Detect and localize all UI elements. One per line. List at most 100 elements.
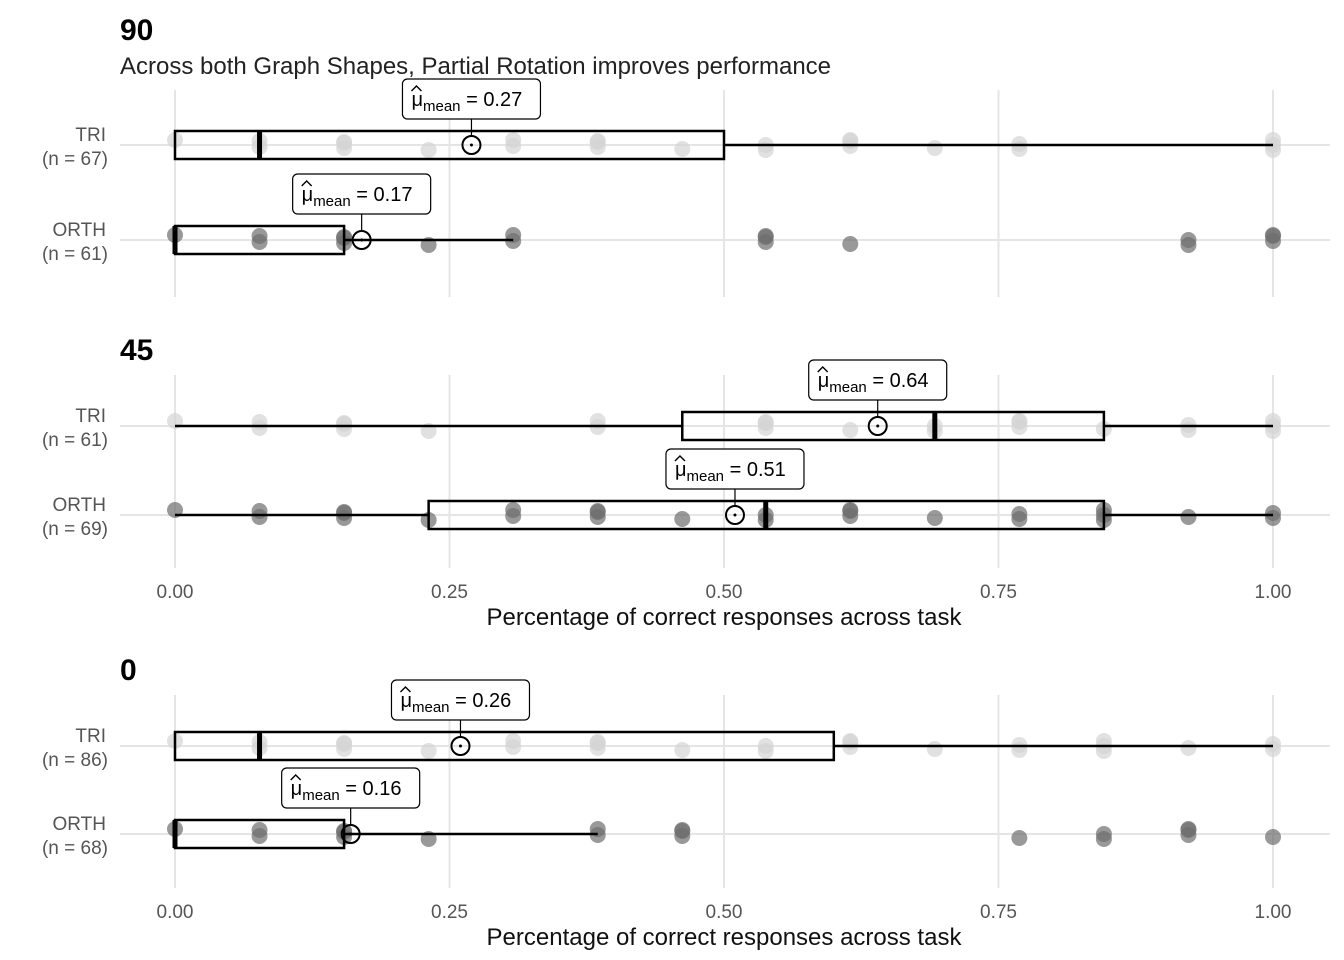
equals-sign: =	[351, 184, 374, 206]
data-point	[336, 504, 353, 520]
panel-title: 0	[120, 654, 137, 687]
data-point	[251, 228, 268, 244]
points	[167, 413, 1281, 439]
equals-sign: =	[340, 778, 363, 800]
mean-label-text: μmean = 0.64	[818, 370, 929, 396]
data-point	[420, 142, 437, 158]
box	[681, 410, 1106, 442]
mean-label-text: μmean = 0.51	[675, 459, 786, 485]
mean-marker-dot	[458, 744, 462, 748]
mean-value: 0.17	[374, 184, 413, 206]
data-point	[1011, 511, 1028, 527]
mean-label-box	[390, 679, 531, 721]
mu-hat	[410, 85, 422, 92]
group-orth: ORTH (n = 61) μmean = 0.17	[42, 173, 1281, 265]
mu-symbol: μ	[291, 778, 303, 800]
data-point	[505, 132, 522, 148]
mu-hat	[301, 180, 313, 187]
data-point	[1011, 413, 1028, 429]
mean-value: 0.27	[483, 89, 522, 111]
group-tri: TRI (n = 61) μmean = 0.64	[42, 359, 1281, 451]
mu-hat	[674, 455, 686, 462]
data-point	[251, 414, 268, 430]
mean-value: 0.64	[890, 370, 929, 392]
mean-label-text: μmean = 0.16	[291, 778, 402, 804]
data-point	[926, 510, 943, 526]
mean-value: 0.26	[472, 690, 511, 712]
data-point	[589, 133, 606, 149]
data-point	[336, 134, 353, 150]
data-point	[757, 228, 774, 244]
data-point	[1011, 141, 1028, 157]
mu-symbol: μ	[400, 690, 412, 712]
data-point	[1011, 830, 1028, 846]
mu-subscript: mean	[687, 468, 725, 485]
data-point	[1265, 741, 1281, 757]
box	[173, 129, 726, 161]
data-point	[674, 511, 691, 527]
y-n-label: (n = 69)	[42, 519, 108, 540]
panel-title: 90	[120, 14, 153, 47]
data-point	[251, 822, 268, 838]
mu-hat	[399, 686, 411, 693]
mu-hat	[817, 366, 829, 373]
mean-label: μmean = 0.51	[665, 448, 805, 506]
box	[173, 730, 836, 762]
mu-subscript: mean	[412, 699, 450, 716]
mean-label-text: μmean = 0.27	[411, 89, 522, 115]
mean-marker-dot	[733, 513, 737, 517]
x-tick-label: 1.00	[1255, 582, 1292, 603]
data-point	[1011, 742, 1028, 758]
x-tick-label: 1.00	[1255, 902, 1292, 923]
data-point	[336, 415, 353, 431]
y-n-label: (n = 68)	[42, 838, 108, 859]
mean-label: μmean = 0.26	[390, 679, 531, 737]
x-tick-label: 0.25	[431, 582, 468, 603]
mean-label: μmean = 0.17	[292, 173, 432, 231]
data-point	[1180, 422, 1197, 438]
mean-marker-dot	[360, 238, 364, 242]
data-point	[842, 236, 859, 252]
data-point	[674, 742, 691, 758]
mean-marker-dot	[876, 424, 880, 428]
data-point	[1180, 237, 1197, 253]
x-tick-label: 0.00	[157, 582, 194, 603]
data-point	[251, 503, 268, 519]
mu-symbol: μ	[675, 459, 687, 481]
panel-0: 90 Across both Graph Shapes, Partial Rota…	[42, 14, 1330, 297]
mu-symbol: μ	[411, 89, 423, 111]
y-category-label: TRI	[75, 125, 106, 146]
panel-title: 45	[120, 334, 153, 367]
mu-subscript: mean	[423, 98, 461, 115]
mean-label-box	[665, 448, 805, 490]
group-orth: ORTH (n = 69) μmean = 0.51	[42, 448, 1281, 540]
mean-label-box	[808, 359, 948, 401]
mean-marker-dot	[469, 143, 473, 147]
data-point	[420, 743, 437, 759]
mu-subscript: mean	[829, 379, 867, 396]
panel-2: 0 0.00 0.25 0.50 0.75 1.00 Percentage of corre…	[42, 654, 1330, 951]
equals-sign: =	[867, 370, 890, 392]
data-point	[926, 140, 943, 156]
x-tick-label: 0.00	[157, 902, 194, 923]
mean-label-box	[292, 173, 432, 215]
group-orth: ORTH (n = 68) μmean = 0.16	[42, 767, 1281, 859]
data-point	[926, 741, 943, 757]
mu-symbol: μ	[302, 184, 314, 206]
mu-subscript: mean	[313, 193, 351, 210]
equals-sign: =	[450, 690, 473, 712]
equals-sign: =	[461, 89, 484, 111]
data-point	[842, 502, 859, 518]
data-point	[589, 734, 606, 750]
mean-value: 0.16	[363, 778, 402, 800]
y-n-label: (n = 67)	[42, 149, 108, 170]
x-tick-label: 0.75	[980, 582, 1017, 603]
y-n-label: (n = 61)	[42, 430, 108, 451]
equals-sign: =	[724, 459, 747, 481]
data-point	[757, 414, 774, 430]
y-n-label: (n = 61)	[42, 244, 108, 265]
group-tri: TRI (n = 67) μmean = 0.27	[42, 78, 1281, 170]
mu-hat	[290, 774, 302, 781]
x-tick-label: 0.50	[706, 582, 743, 603]
